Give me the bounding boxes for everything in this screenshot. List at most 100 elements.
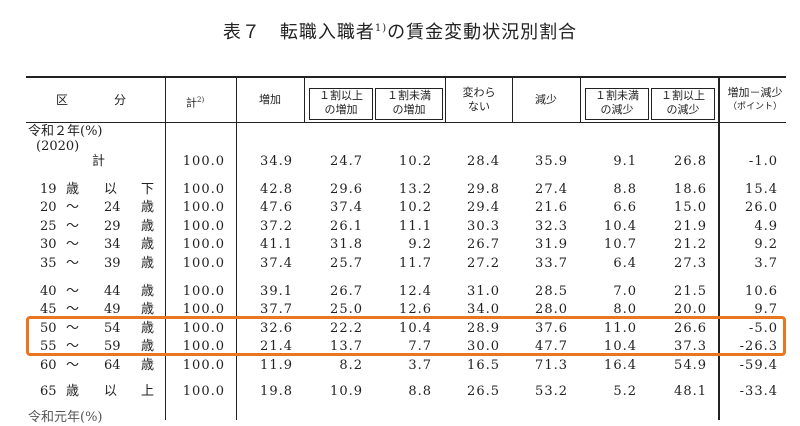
table-cell: 13.7 <box>330 339 363 354</box>
table-cell: 33.7 <box>535 256 568 271</box>
table-cell: 54.9 <box>674 358 707 373</box>
table-cell: 29.6 <box>330 182 363 197</box>
row-label-d: 歳 <box>141 358 155 373</box>
table-cell: 27.3 <box>674 256 707 271</box>
row-label-a: 50 <box>40 321 57 336</box>
table-cell: 15.4 <box>745 182 778 197</box>
table-cell: 28.9 <box>467 321 500 336</box>
row-label-d: 歳 <box>141 284 155 299</box>
table-cell: 10.6 <box>745 284 778 299</box>
row-label-a: 35 <box>40 256 57 271</box>
row-label-b: ～ <box>66 200 80 215</box>
header-net: 増加－減少 （ポイント） <box>727 86 783 112</box>
table-cell: 37.6 <box>535 321 568 336</box>
table-cell: -33.4 <box>739 384 778 399</box>
title-tail: の賃金変動状況別割合 <box>387 22 578 43</box>
table-cell: 10.2 <box>399 200 432 215</box>
table-cell: 30.0 <box>467 339 500 354</box>
table-cell: 18.6 <box>674 182 707 197</box>
table-cell: 10.2 <box>399 154 432 169</box>
table-cell: 9.2 <box>754 237 778 252</box>
table-cell: 8.8 <box>613 182 637 197</box>
table-cell: 9.2 <box>408 237 432 252</box>
table-cell: 37.7 <box>260 302 293 317</box>
table-cell: 29.4 <box>467 200 500 215</box>
table-cell: 10.9 <box>330 384 363 399</box>
table-cell: 22.2 <box>330 321 363 336</box>
table-cell: 10.4 <box>604 219 637 234</box>
col-divider-net <box>718 77 720 420</box>
row-label-a: 55 <box>40 339 57 354</box>
table-cell: 31.9 <box>535 237 568 252</box>
table-cell: 100.0 <box>182 284 225 299</box>
table-cell: 21.6 <box>535 200 568 215</box>
table-row: 60 ～ 64 歳 100.0 11.9 8.2 3.7 16.5 71.3 16.4 54.9 -59… <box>0 357 800 375</box>
row-label-d: 上 <box>141 384 155 399</box>
row-label-b: 歳 <box>66 182 80 197</box>
table-cell: 12.4 <box>399 284 432 299</box>
table-title: 表７ 転職入職者1)の賃金変動状況別割合 <box>0 18 800 44</box>
table-cell: 37.2 <box>260 219 293 234</box>
table-cell: 11.0 <box>604 321 637 336</box>
table-cell: 13.2 <box>399 182 432 197</box>
table-cell: 15.0 <box>674 200 707 215</box>
table-cell: 20.0 <box>674 302 707 317</box>
highlight-box <box>26 316 786 356</box>
table-cell: 27.2 <box>467 256 500 271</box>
table-cell: 100.0 <box>182 182 225 197</box>
row-label-b: ～ <box>66 256 80 271</box>
table-cell: 100.0 <box>182 237 225 252</box>
row-label-b: ～ <box>66 284 80 299</box>
row-label-c: 以 <box>104 182 118 197</box>
table-cell: 24.7 <box>330 154 363 169</box>
table-cell: 34.0 <box>467 302 500 317</box>
table-cell: 4.9 <box>754 219 778 234</box>
header-inc-10-plus: １割以上 の増加 <box>319 89 363 116</box>
row-label-c: 64 <box>104 358 121 373</box>
table-cell: 25.0 <box>330 302 363 317</box>
row-label-a: 19 <box>40 182 57 197</box>
table-cell: -5.0 <box>748 321 778 336</box>
row-label-c: 54 <box>104 321 121 336</box>
row-label-d: 下 <box>141 182 155 197</box>
header-total: 計2) <box>186 96 205 110</box>
table-cell: 47.7 <box>535 339 568 354</box>
table-cell: 12.6 <box>399 302 432 317</box>
col-divider-unchanged-right <box>512 77 513 123</box>
table-row: 35 ～ 39 歳 100.0 37.4 25.7 11.7 27.2 33.7 6.4 27.3 3.… <box>0 255 800 273</box>
row-label-d: 歳 <box>141 219 155 234</box>
table-row: 50 ～ 54 歳 100.0 32.6 22.2 10.4 28.9 37.6 11.0 26.6 -… <box>0 320 800 338</box>
table-cell: 6.6 <box>613 200 637 215</box>
table-cell: 7.7 <box>408 339 432 354</box>
row-label-d: 歳 <box>141 321 155 336</box>
row-label-c: 39 <box>104 256 121 271</box>
row-label-d: 歳 <box>141 237 155 252</box>
table-cell: 28.5 <box>535 284 568 299</box>
row-label-d: 歳 <box>141 339 155 354</box>
table-cell: -1.0 <box>748 154 778 169</box>
table-cell: 100.0 <box>182 154 225 169</box>
table-cell: 11.1 <box>399 219 432 234</box>
row-label-c: 44 <box>104 284 121 299</box>
table-row: 65 歳 以 上 100.0 19.8 10.9 8.8 26.5 53.2 5.2 48.1 -33.… <box>0 383 800 401</box>
table-cell: 71.3 <box>535 358 568 373</box>
table-cell: 21.9 <box>674 219 707 234</box>
table-cell: 100.0 <box>182 302 225 317</box>
table-cell: 31.0 <box>467 284 500 299</box>
table-cell: 26.7 <box>330 284 363 299</box>
col-divider-total <box>236 77 237 420</box>
header-dec-under-10: １割未満 の減少 <box>595 89 639 116</box>
table-cell: 100.0 <box>182 384 225 399</box>
table-cell: 28.4 <box>467 154 500 169</box>
table-cell: 37.3 <box>674 339 707 354</box>
table-cell: 26.6 <box>674 321 707 336</box>
row-label-b: ～ <box>66 219 80 234</box>
table-cell: 11.9 <box>260 358 293 373</box>
table-cell: 100.0 <box>182 321 225 336</box>
row-label-b: ～ <box>66 339 80 354</box>
header-decrease: 減少 <box>535 93 557 106</box>
row-label-b: 歳 <box>66 384 80 399</box>
table-cell: 30.3 <box>467 219 500 234</box>
table-cell: -26.3 <box>739 339 778 354</box>
table-cell: 21.4 <box>260 339 293 354</box>
